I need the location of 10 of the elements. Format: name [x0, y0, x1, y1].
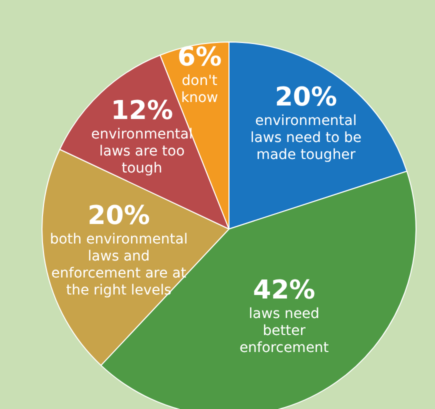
slice-label: laws need better enforcement	[239, 306, 330, 356]
slice-label: both environmental laws and enforcement are at the right levels	[50, 232, 188, 299]
slice-label: environmental laws need to be made tougher	[250, 113, 362, 164]
data-label: 12%	[110, 96, 174, 126]
data-label: 20%	[88, 201, 150, 232]
data-label: 6%	[177, 42, 222, 73]
data-label: 42%	[252, 275, 316, 306]
slice-label: environmental laws are too tough	[91, 126, 193, 176]
data-label: 20%	[274, 82, 338, 113]
slice-label: don't know	[181, 73, 218, 106]
